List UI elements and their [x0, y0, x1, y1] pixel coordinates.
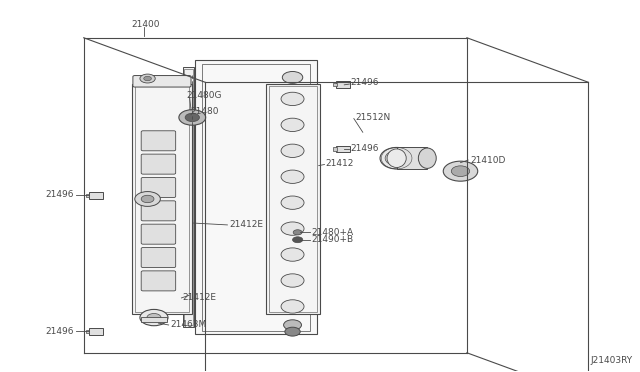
Bar	[86, 193, 90, 197]
Bar	[195, 60, 317, 334]
Circle shape	[281, 92, 304, 106]
Bar	[397, 147, 428, 169]
Bar	[141, 317, 167, 322]
Circle shape	[281, 144, 304, 157]
Bar	[333, 83, 337, 87]
Bar	[336, 145, 350, 152]
Circle shape	[281, 222, 304, 235]
Circle shape	[444, 161, 477, 181]
Circle shape	[140, 310, 168, 326]
Bar	[202, 64, 310, 331]
Text: 21480+A: 21480+A	[312, 228, 354, 237]
Circle shape	[292, 237, 303, 243]
Circle shape	[293, 230, 302, 235]
FancyBboxPatch shape	[141, 177, 175, 198]
Text: 21496: 21496	[45, 327, 74, 336]
Circle shape	[281, 118, 304, 132]
Circle shape	[147, 314, 161, 322]
Text: 21490+B: 21490+B	[312, 235, 354, 244]
Bar	[182, 67, 194, 327]
Circle shape	[141, 195, 154, 203]
Text: 21400: 21400	[132, 20, 160, 29]
Text: 21480: 21480	[190, 108, 219, 116]
Circle shape	[179, 110, 205, 125]
Bar	[135, 86, 189, 312]
FancyBboxPatch shape	[141, 224, 175, 244]
Ellipse shape	[380, 147, 413, 169]
Circle shape	[285, 327, 300, 336]
Circle shape	[185, 113, 200, 122]
Bar	[336, 81, 350, 88]
FancyBboxPatch shape	[141, 154, 175, 174]
Text: 21496: 21496	[351, 144, 379, 153]
FancyBboxPatch shape	[141, 131, 175, 151]
Text: 21512N: 21512N	[356, 113, 391, 122]
Circle shape	[281, 300, 304, 313]
Text: 21412E: 21412E	[182, 294, 217, 302]
Bar	[184, 69, 193, 325]
Text: 21496: 21496	[45, 190, 74, 199]
Bar	[86, 330, 90, 333]
Circle shape	[284, 320, 301, 330]
Circle shape	[140, 74, 156, 83]
Text: 21496: 21496	[351, 78, 379, 87]
FancyBboxPatch shape	[141, 271, 175, 291]
Ellipse shape	[419, 148, 436, 169]
FancyBboxPatch shape	[141, 201, 175, 221]
Circle shape	[282, 71, 303, 83]
Circle shape	[281, 196, 304, 209]
Ellipse shape	[385, 151, 408, 166]
Bar	[269, 86, 317, 312]
FancyBboxPatch shape	[133, 76, 191, 87]
Bar	[132, 84, 192, 314]
Ellipse shape	[387, 149, 406, 167]
Bar	[89, 328, 103, 335]
Bar	[266, 84, 320, 314]
Circle shape	[135, 192, 161, 206]
Circle shape	[281, 248, 304, 261]
Text: J21403RY: J21403RY	[591, 356, 633, 365]
Circle shape	[281, 274, 304, 287]
Text: 21412: 21412	[326, 159, 354, 168]
Text: 21480G: 21480G	[186, 91, 221, 100]
Text: 21410D: 21410D	[470, 155, 506, 164]
Circle shape	[451, 166, 470, 176]
Text: 21412E: 21412E	[229, 221, 263, 230]
FancyBboxPatch shape	[141, 247, 175, 267]
Text: 21463M: 21463M	[170, 321, 206, 330]
Circle shape	[144, 76, 152, 81]
Bar	[89, 192, 103, 199]
Circle shape	[281, 170, 304, 183]
Bar	[333, 147, 337, 151]
